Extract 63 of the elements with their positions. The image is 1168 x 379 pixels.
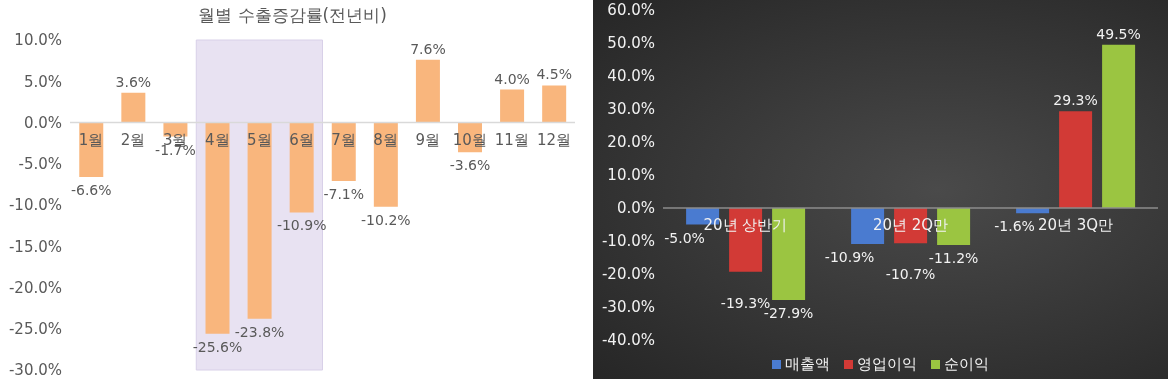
x-tick-label: 4월 xyxy=(205,130,230,149)
y-tick-label: 10.0% xyxy=(14,31,62,50)
legend-label: 매출액 xyxy=(784,354,830,374)
y-tick-label: 5.0% xyxy=(23,72,62,91)
x-tick-label: 5월 xyxy=(247,130,272,149)
data-label: -5.0% xyxy=(664,229,705,246)
y-tick-label: 0.0% xyxy=(23,113,62,132)
bar xyxy=(1059,111,1093,208)
y-tick-label: -15.0% xyxy=(8,237,62,256)
x-tick-label: 7월 xyxy=(331,130,356,149)
data-label: 3.6% xyxy=(115,73,152,90)
data-label: 4.0% xyxy=(494,70,530,87)
data-label: -3.6% xyxy=(449,157,491,174)
data-label: -10.9% xyxy=(824,248,875,265)
x-tick-label: 12월 xyxy=(536,130,572,149)
data-label: 4.5% xyxy=(536,66,572,83)
y-tick-label: -10.0% xyxy=(601,232,655,251)
x-tick-label: 6월 xyxy=(289,130,314,149)
y-tick-label: -30.0% xyxy=(8,361,62,379)
bar xyxy=(247,122,272,319)
y-tick-label: 60.0% xyxy=(607,1,655,20)
bar xyxy=(1102,44,1136,208)
y-tick-label: -20.0% xyxy=(601,265,655,284)
data-label: -10.2% xyxy=(361,211,411,228)
data-label: -6.6% xyxy=(70,181,112,198)
data-label: -10.9% xyxy=(276,217,327,234)
bar xyxy=(415,59,440,123)
y-tick-label: -5.0% xyxy=(18,155,62,174)
y-tick-label: -10.0% xyxy=(8,196,62,215)
x-tick-label: 2월 xyxy=(120,130,146,149)
bar xyxy=(289,122,314,213)
y-tick-label: -40.0% xyxy=(601,331,655,350)
y-tick-label: 30.0% xyxy=(607,100,655,119)
y-tick-label: 10.0% xyxy=(607,166,655,185)
y-tick-label: 40.0% xyxy=(607,67,655,86)
chart-title: 월별 수출증감률(전년비) xyxy=(197,4,388,27)
data-label: -23.8% xyxy=(234,323,285,340)
data-label: -1.6% xyxy=(994,218,1035,235)
bar xyxy=(500,89,525,123)
y-tick-label: 50.0% xyxy=(607,34,655,53)
bar xyxy=(373,122,398,207)
y-tick-label: -20.0% xyxy=(8,278,62,297)
bar xyxy=(542,85,567,123)
y-tick-label: -25.0% xyxy=(8,320,62,339)
y-tick-label: 0.0% xyxy=(616,199,655,218)
legend-label: 영업이익 xyxy=(856,354,917,374)
y-tick-label: -30.0% xyxy=(601,298,655,317)
data-label: -10.7% xyxy=(885,266,936,283)
data-label: 49.5% xyxy=(1096,25,1141,42)
x-tick-label: 11월 xyxy=(494,130,529,149)
data-label: 29.3% xyxy=(1053,92,1098,109)
bar xyxy=(205,122,230,334)
y-tick-label: 20.0% xyxy=(607,133,655,152)
data-label: -7.1% xyxy=(323,186,365,203)
x-tick-label: 8월 xyxy=(373,130,398,149)
legend-label: 순이익 xyxy=(943,354,989,374)
x-tick-label: 9월 xyxy=(415,130,440,149)
x-tick-label: 20년 3Q만 xyxy=(1037,216,1114,234)
data-label: -11.2% xyxy=(928,249,979,266)
data-label: 7.6% xyxy=(410,40,446,57)
data-label: -25.6% xyxy=(192,338,243,355)
x-tick-label: 1월 xyxy=(78,130,104,149)
bar xyxy=(121,92,146,123)
